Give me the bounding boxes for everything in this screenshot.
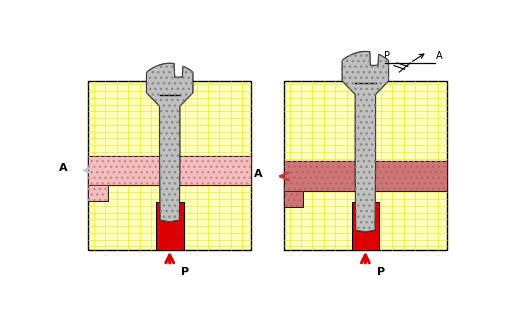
Bar	[284, 162, 447, 191]
Text: P: P	[377, 267, 385, 276]
Text: A: A	[436, 51, 442, 61]
Bar	[284, 162, 447, 191]
Text: A: A	[254, 169, 263, 179]
Bar	[88, 156, 251, 185]
Bar	[351, 203, 379, 250]
Bar	[88, 81, 251, 250]
Text: P: P	[384, 51, 390, 61]
Bar	[88, 185, 108, 201]
Bar	[156, 203, 184, 250]
Polygon shape	[146, 63, 193, 222]
Bar	[284, 191, 304, 207]
Bar	[88, 185, 108, 201]
Text: P: P	[181, 267, 189, 276]
Bar	[88, 156, 251, 185]
Bar	[284, 191, 304, 207]
Text: A: A	[58, 163, 67, 173]
Polygon shape	[342, 51, 389, 232]
Bar	[284, 81, 447, 250]
